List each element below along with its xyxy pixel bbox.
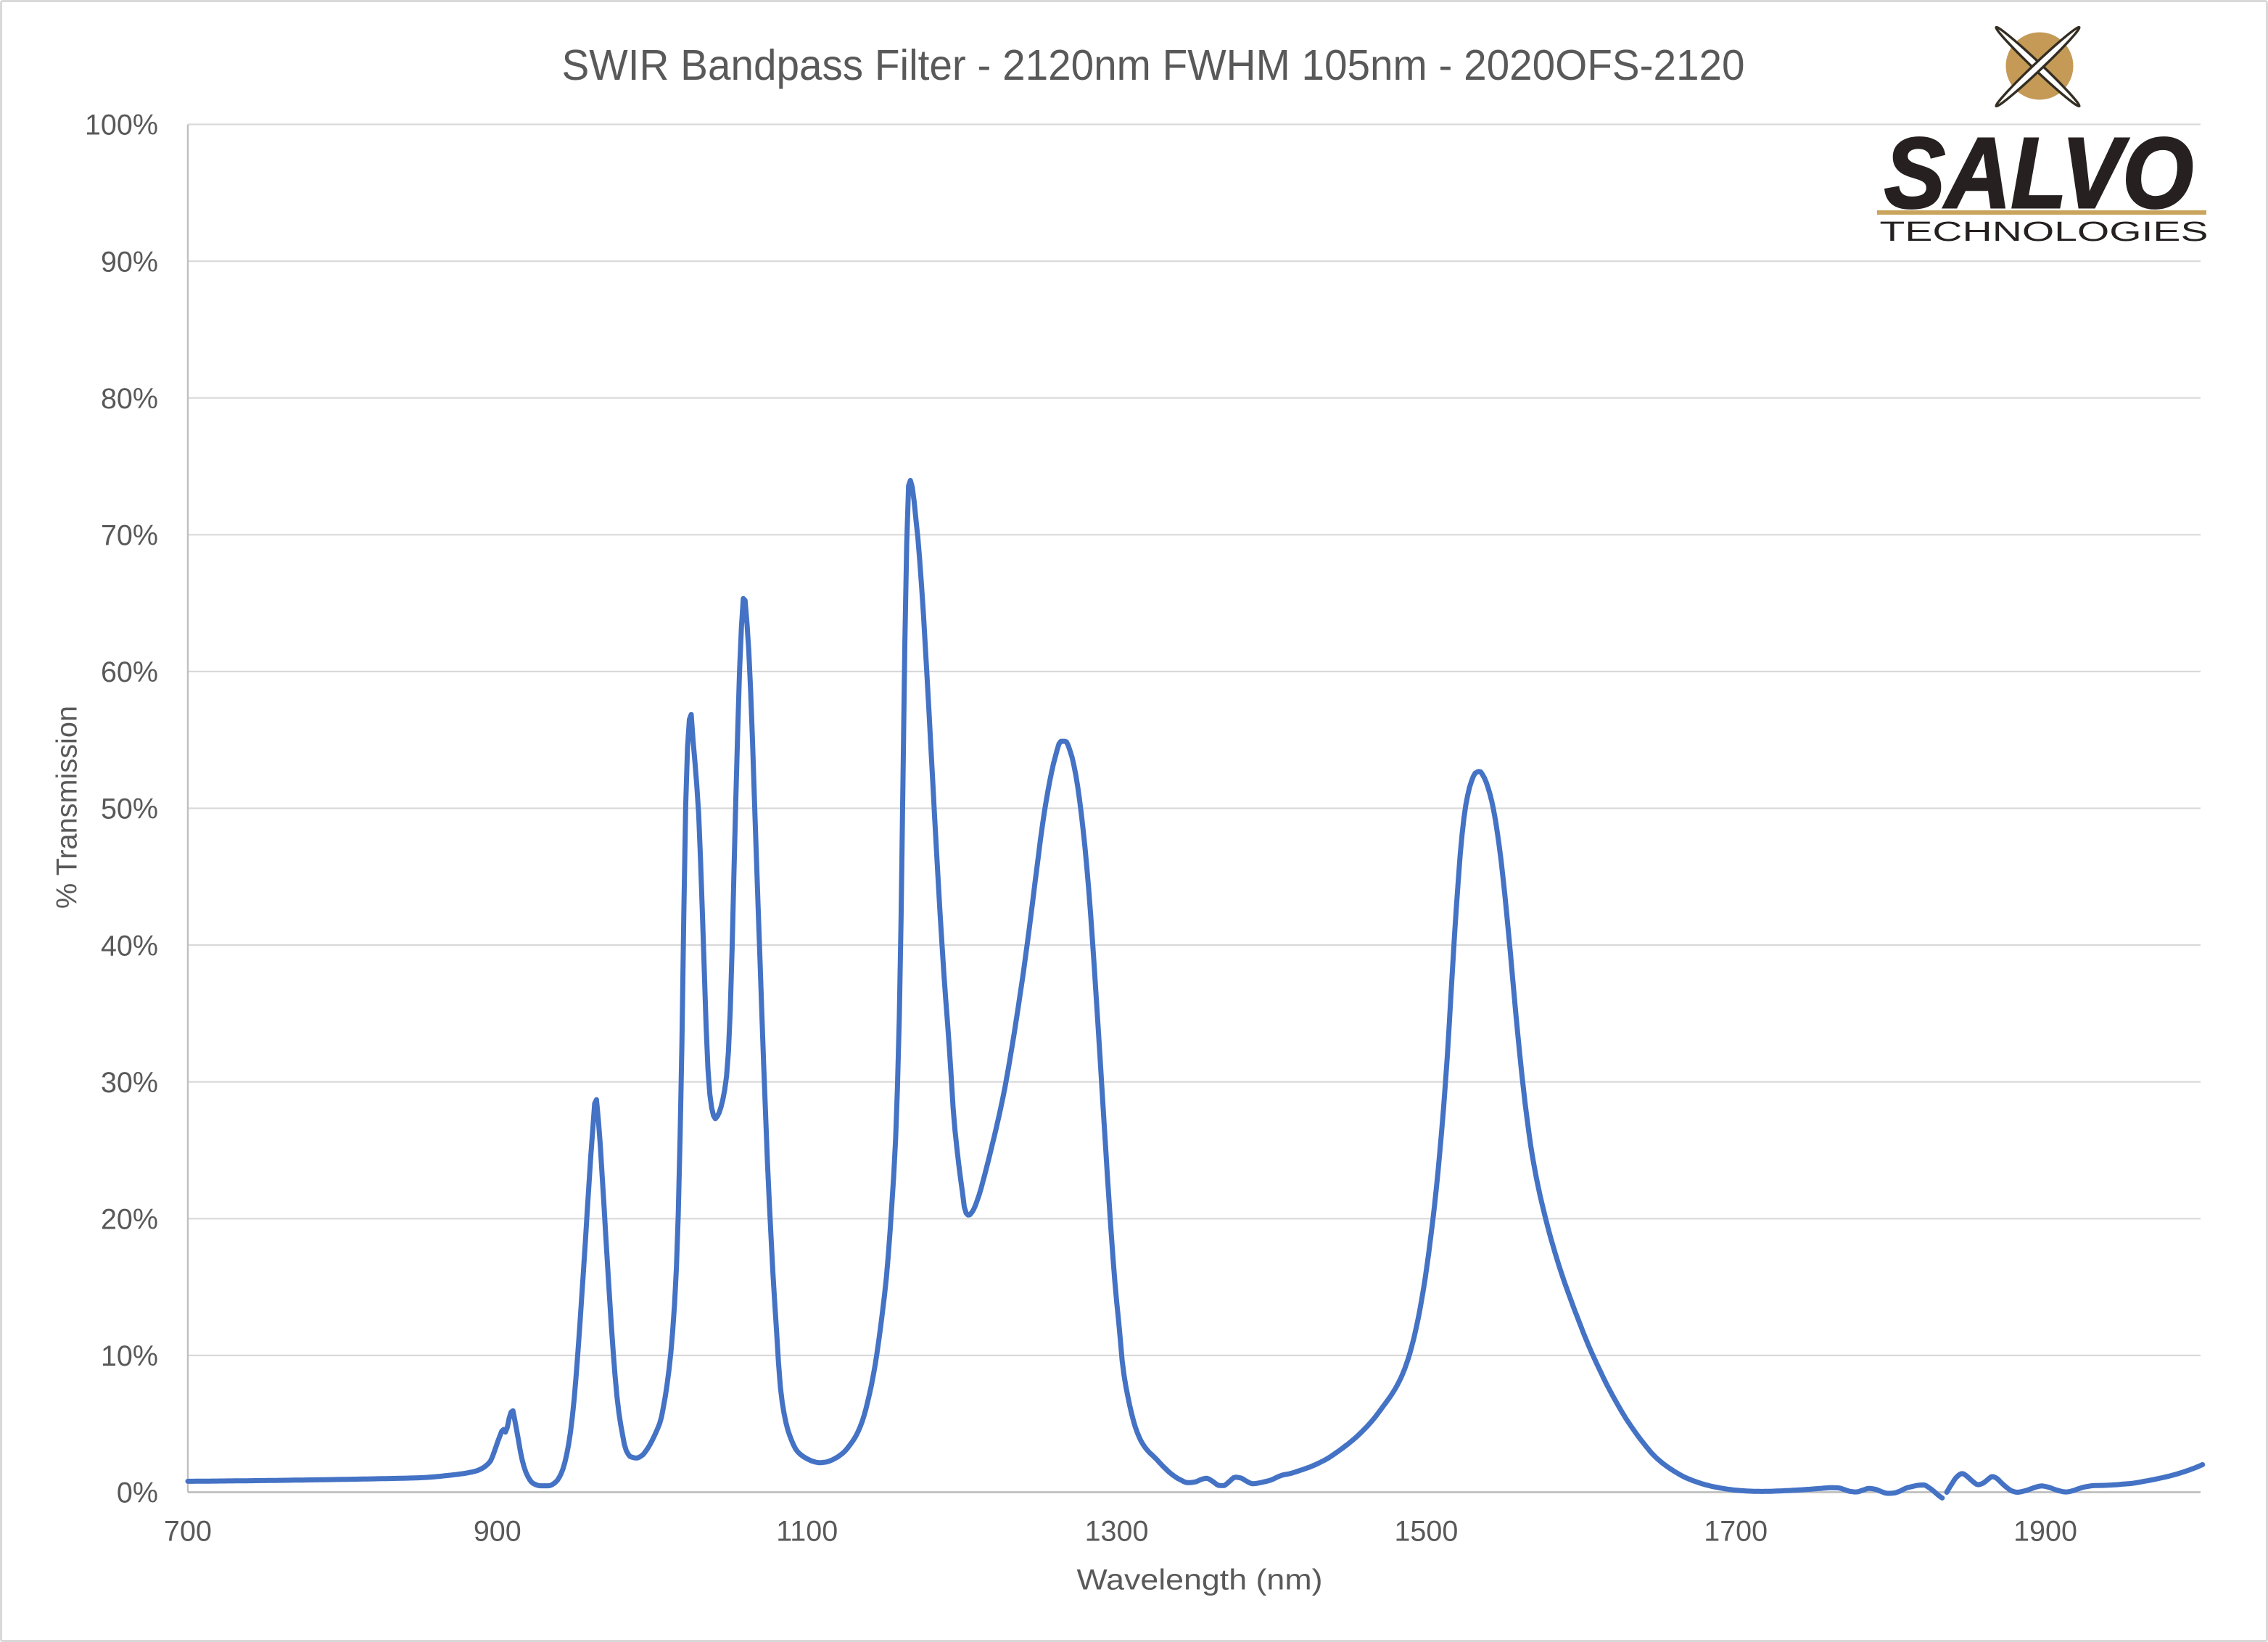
svg-text:30%: 30% bbox=[101, 1067, 158, 1099]
svg-text:1100: 1100 bbox=[776, 1516, 838, 1548]
svg-text:1700: 1700 bbox=[1704, 1516, 1768, 1548]
svg-text:SWIR Bandpass Filter - 2120nm: SWIR Bandpass Filter - 2120nm FWHM 105nm… bbox=[562, 41, 1745, 89]
svg-text:100%: 100% bbox=[85, 110, 158, 141]
svg-text:50%: 50% bbox=[101, 793, 158, 825]
svg-text:Wavelength (nm): Wavelength (nm) bbox=[1077, 1564, 1323, 1596]
svg-text:20%: 20% bbox=[101, 1204, 158, 1236]
svg-text:40%: 40% bbox=[101, 930, 158, 962]
svg-text:1300: 1300 bbox=[1085, 1516, 1149, 1548]
svg-text:70%: 70% bbox=[101, 520, 158, 552]
svg-text:60%: 60% bbox=[101, 656, 158, 688]
svg-text:80%: 80% bbox=[101, 383, 158, 415]
svg-text:700: 700 bbox=[164, 1516, 212, 1548]
svg-text:% Transmission: % Transmission bbox=[51, 706, 83, 909]
svg-text:1900: 1900 bbox=[2013, 1516, 2077, 1548]
svg-text:10%: 10% bbox=[101, 1340, 158, 1372]
svg-text:TECHNOLOGIES: TECHNOLOGIES bbox=[1880, 217, 2209, 247]
svg-text:1500: 1500 bbox=[1394, 1516, 1458, 1548]
svg-text:0%: 0% bbox=[117, 1477, 158, 1509]
svg-text:900: 900 bbox=[474, 1516, 521, 1548]
svg-text:90%: 90% bbox=[101, 246, 158, 278]
